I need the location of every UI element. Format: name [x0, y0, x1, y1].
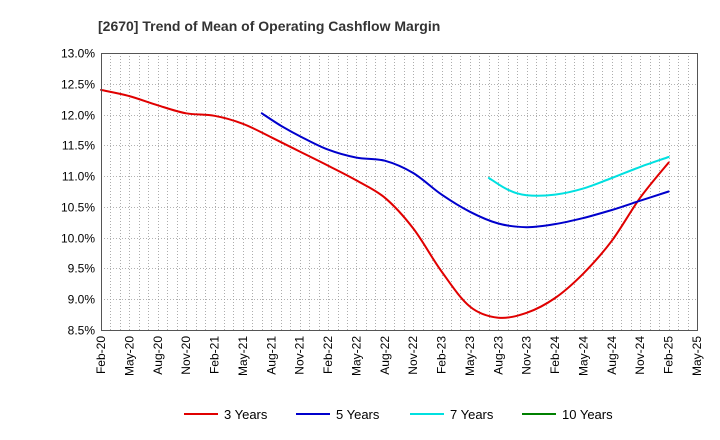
x-tick-label: May-20 — [122, 336, 136, 376]
y-tick-label: 9.0% — [68, 293, 96, 307]
grid-layer — [101, 53, 698, 331]
legend-label-3-years: 3 Years — [224, 407, 268, 422]
x-tick-label: May-25 — [690, 336, 704, 376]
x-tick-label: Nov-24 — [633, 336, 647, 375]
legend-label-5-years: 5 Years — [336, 407, 380, 422]
y-tick-label: 11.5% — [62, 139, 95, 153]
series-line-5-years — [260, 112, 670, 229]
y-tick-label: 12.0% — [61, 109, 95, 123]
x-tick-label: Feb-22 — [321, 336, 335, 374]
x-tick-label: Nov-23 — [520, 336, 534, 375]
x-tick-label: Aug-22 — [378, 336, 392, 375]
y-tick-label: 11.0% — [62, 170, 95, 184]
y-tick-label: 10.5% — [61, 201, 95, 215]
chart-title: [2670] Trend of Mean of Operating Cashfl… — [98, 18, 440, 34]
y-tick-label: 10.0% — [61, 232, 95, 246]
legend: 3 Years 5 Years 7 Years 10 Years — [184, 407, 613, 422]
x-tick-label: Nov-20 — [179, 336, 193, 375]
x-tick-label: Feb-23 — [435, 336, 449, 374]
plot-area-border — [101, 53, 698, 331]
x-tick-label: May-24 — [576, 336, 590, 376]
y-tick-label: 9.5% — [68, 262, 96, 276]
x-tick-label: Feb-21 — [208, 336, 222, 374]
legend-label-10-years: 10 Years — [562, 407, 613, 422]
x-tick-label: May-22 — [349, 336, 363, 376]
x-tick-label: Feb-20 — [94, 336, 108, 374]
series-line-3-years — [100, 88, 670, 319]
x-tick-label: May-23 — [463, 336, 477, 376]
x-tick-label: Feb-25 — [662, 336, 676, 374]
x-tick-label: May-21 — [236, 336, 250, 376]
x-tick-label: Aug-24 — [605, 336, 619, 375]
x-tick-label: Aug-20 — [151, 336, 165, 375]
y-tick-label: 12.5% — [61, 78, 95, 92]
x-tick-label: Feb-24 — [548, 336, 562, 374]
x-tick-label: Nov-21 — [293, 336, 307, 375]
legend-label-7-years: 7 Years — [450, 407, 494, 422]
x-tick-label: Nov-22 — [406, 336, 420, 375]
series-line-7-years — [487, 156, 670, 197]
axis-layer: 8.5% 9.0% 9.5% 10.0% 10.5% 11.0% 11.5% 12.0% 12.… — [61, 47, 704, 377]
x-tick-label: Aug-23 — [491, 336, 505, 375]
x-tick-label: Aug-21 — [264, 336, 278, 375]
y-tick-label: 8.5% — [68, 324, 96, 338]
y-tick-label: 13.0% — [61, 47, 95, 61]
series-layer — [100, 88, 670, 319]
